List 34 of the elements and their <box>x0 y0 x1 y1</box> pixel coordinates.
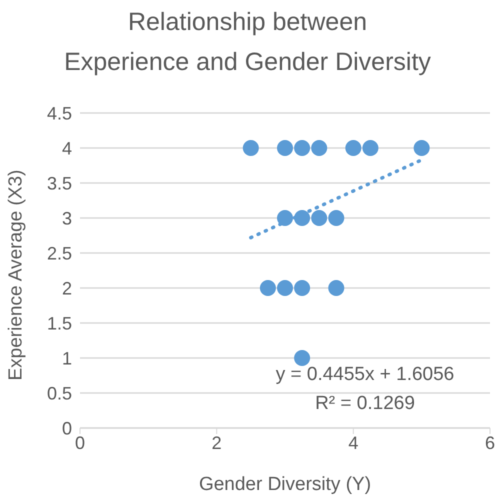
x-axis-title: Gender Diversity (Y) <box>198 474 372 495</box>
y-tick-label: 4 <box>62 138 72 158</box>
point <box>311 140 328 156</box>
point <box>294 140 310 156</box>
point <box>362 140 378 156</box>
y-axis-title: Experience Average (X3) <box>6 170 27 380</box>
point <box>260 280 276 296</box>
y-tick-label: 4.5 <box>46 103 72 124</box>
annotation: y = 0.4455x + 1.6056 <box>274 364 456 386</box>
y-tick-label: 0.5 <box>46 383 72 404</box>
point <box>294 350 310 366</box>
y-tick-label: 2 <box>62 278 72 298</box>
point <box>328 210 344 226</box>
point <box>328 280 344 296</box>
point <box>242 140 259 156</box>
point <box>311 210 328 226</box>
chart-title: Relationship between Experience and Gender Diversity <box>63 7 432 78</box>
point <box>277 280 293 296</box>
x-tick-label: 2 <box>212 432 222 453</box>
point <box>414 140 430 156</box>
y-tick-label: 0 <box>62 418 72 438</box>
y-tick-label: 1 <box>62 348 72 368</box>
annotation: R² = 0.1269 <box>314 393 416 415</box>
y-tick-label: 3 <box>62 208 72 228</box>
y-tick-label: 1.5 <box>46 313 72 334</box>
point <box>277 210 293 226</box>
y-tick-label: 2.5 <box>46 243 72 264</box>
y-tick-label: 3.5 <box>46 173 72 194</box>
x-tick-label: 6 <box>484 432 495 453</box>
x-tick-label: 4 <box>348 432 358 453</box>
x-tick-label: 0 <box>74 432 86 453</box>
point <box>277 140 293 156</box>
point <box>294 280 310 296</box>
point <box>345 140 362 156</box>
